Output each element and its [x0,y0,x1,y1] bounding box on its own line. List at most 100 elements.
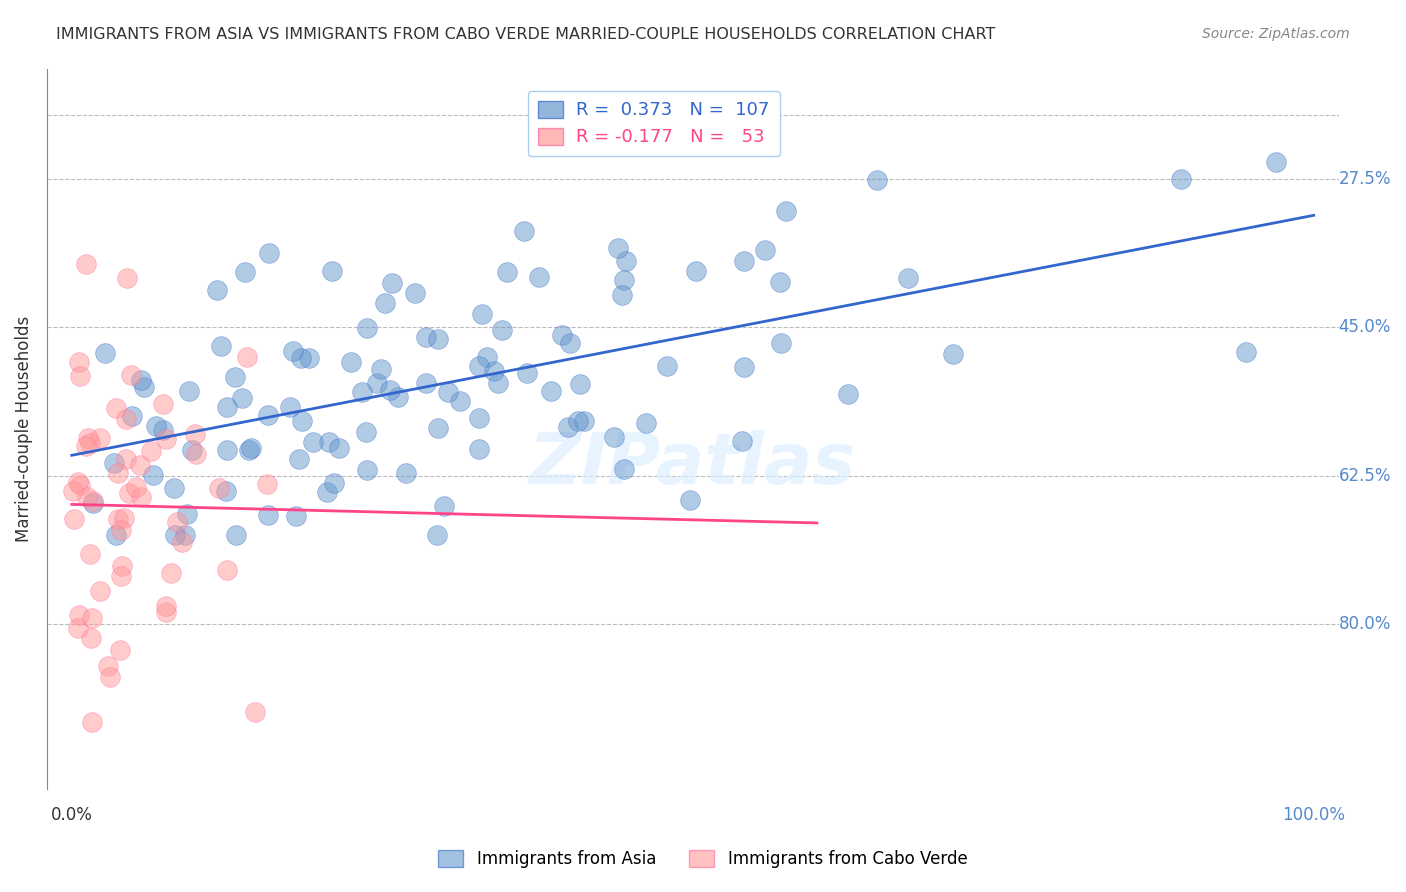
Point [350,385,373,400]
Point [866,173,889,187]
Point [104,401,127,415]
Point [75,256,97,270]
Point [112,511,135,525]
Point [215,442,238,457]
Point [291,413,314,427]
Point [124,480,146,494]
Point [1265,154,1288,169]
Point [613,462,636,476]
Point [115,451,138,466]
Text: IMMIGRANTS FROM ASIA VS IMMIGRANTS FROM CABO VERDE MARRIED-COUPLE HOUSEHOLDS COR: IMMIGRANTS FROM ASIA VS IMMIGRANTS FROM … [56,27,995,42]
Point [63,511,86,525]
Point [370,362,392,376]
Point [468,442,491,456]
Point [80,715,103,730]
Point [181,442,204,457]
Point [733,360,755,375]
Point [339,355,361,369]
Point [1170,172,1192,186]
Point [449,393,471,408]
Point [129,458,152,472]
Point [754,244,776,258]
Point [69,369,91,384]
Point [110,569,132,583]
Text: 0.0%: 0.0% [51,806,93,824]
Point [207,481,229,495]
Point [177,384,200,399]
Point [655,359,678,373]
Point [103,456,125,470]
Point [614,253,637,268]
Point [104,528,127,542]
Point [328,441,350,455]
Point [513,224,536,238]
Point [356,321,378,335]
Point [205,283,228,297]
Point [145,418,167,433]
Point [107,512,129,526]
Point [427,332,450,346]
Point [257,246,280,260]
Point [685,264,707,278]
Point [121,409,143,423]
Point [118,485,141,500]
Point [111,558,134,573]
Y-axis label: Married-couple Households: Married-couple Households [15,316,32,542]
Point [381,276,404,290]
Point [491,323,513,337]
Point [769,276,792,290]
Point [98,670,121,684]
Point [354,425,377,439]
Point [437,385,460,400]
Point [110,523,132,537]
Point [942,347,965,361]
Point [356,463,378,477]
Point [837,387,859,401]
Point [426,421,449,435]
Point [496,265,519,279]
Point [302,435,325,450]
Point [120,368,142,382]
Point [176,508,198,522]
Point [80,611,103,625]
Point [89,584,111,599]
Point [67,607,90,622]
Point [321,263,343,277]
Point [215,484,238,499]
Point [115,412,138,426]
Point [75,439,97,453]
Point [316,484,339,499]
Point [231,391,253,405]
Point [159,566,181,580]
Point [374,296,396,310]
Point [224,369,246,384]
Point [484,364,506,378]
Point [94,346,117,360]
Point [433,499,456,513]
Point [170,535,193,549]
Point [166,515,188,529]
Point [733,254,755,268]
Point [897,270,920,285]
Point [77,431,100,445]
Point [82,493,104,508]
Point [215,400,238,414]
Point [551,327,574,342]
Point [557,420,579,434]
Point [107,466,129,480]
Point [238,443,260,458]
Point [67,355,90,369]
Point [256,508,278,522]
Point [290,351,312,365]
Point [572,414,595,428]
Point [141,444,163,458]
Point [155,599,177,614]
Point [527,270,550,285]
Point [558,335,581,350]
Point [131,490,153,504]
Point [256,409,278,423]
Point [142,468,165,483]
Point [404,285,426,300]
Point [62,484,84,499]
Point [117,271,139,285]
